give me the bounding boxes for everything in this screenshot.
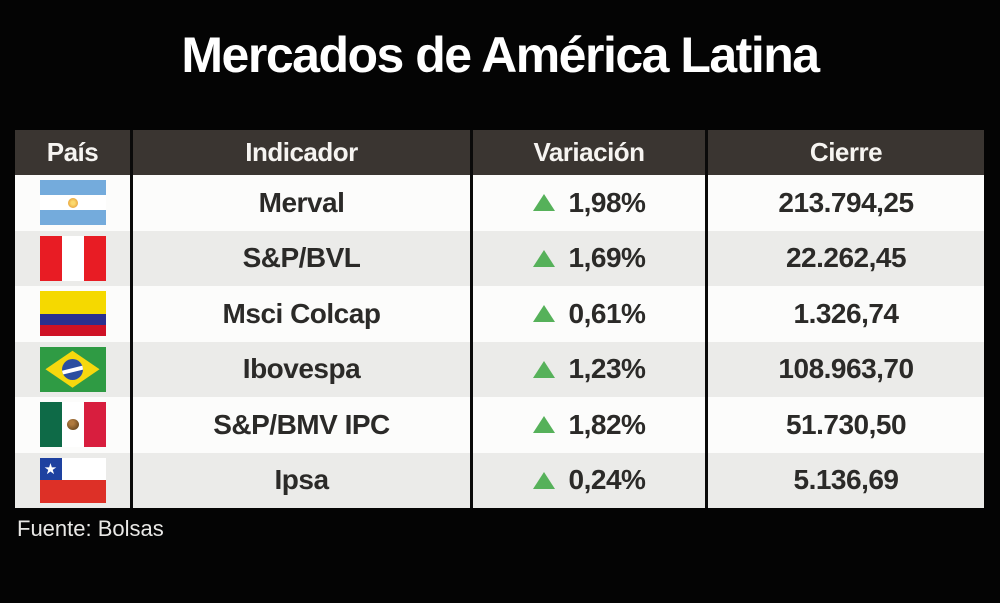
- country-cell: ★: [15, 453, 130, 509]
- indicator-cell: S&P/BMV IPC: [130, 397, 470, 453]
- up-arrow-icon: [532, 249, 555, 267]
- table-row: Msci Colcap 0,61% 1.326,74: [15, 286, 984, 342]
- table-header-row: País Indicador Variación Cierre: [15, 130, 984, 175]
- variation-value: 1,23%: [568, 353, 646, 385]
- table-row: ★ Ipsa 0,24% 5.136,69: [15, 452, 984, 509]
- indicator-cell: S&P/BVL: [130, 230, 470, 286]
- up-arrow-icon: [532, 416, 555, 434]
- table-row: S&P/BVL 1,69% 22.262,45: [15, 230, 984, 287]
- colombia-flag-icon: [39, 291, 106, 337]
- star-icon: ★: [43, 460, 58, 478]
- source-note: Fuente: Bolsas: [17, 516, 164, 541]
- mexico-flag-icon: [39, 402, 106, 448]
- close-cell: 51.730,50: [705, 397, 984, 453]
- variation-value: 1,98%: [568, 186, 646, 218]
- variation-cell: 0,24%: [470, 452, 705, 508]
- indicator-cell: Merval: [130, 175, 470, 231]
- variation-value: 0,61%: [568, 297, 646, 329]
- page-title: Mercados de América Latina: [181, 27, 820, 83]
- indicator-cell: Ibovespa: [130, 341, 470, 397]
- table-row: Merval 1,98% 213.794,25: [15, 175, 984, 231]
- peru-flag-icon: [39, 235, 106, 281]
- country-cell: [15, 231, 130, 287]
- close-cell: 108.963,70: [705, 341, 984, 397]
- close-cell: 22.262,45: [705, 230, 984, 286]
- indicator-cell: Ipsa: [130, 452, 470, 508]
- country-cell: [15, 286, 130, 342]
- sun-of-may-icon: [67, 197, 78, 208]
- argentina-flag-icon: [39, 180, 106, 226]
- table-row: Ibovespa 1,23% 108.963,70: [15, 341, 984, 398]
- variation-cell: 1,98%: [470, 175, 705, 231]
- markets-table: País Indicador Variación Cierre Merval 1…: [15, 130, 984, 508]
- chile-flag-icon: ★: [39, 457, 106, 503]
- indicator-cell: Msci Colcap: [130, 286, 470, 342]
- up-arrow-icon: [532, 360, 555, 378]
- variation-value: 1,82%: [568, 408, 646, 440]
- header-cell-indicador: Indicador: [130, 130, 470, 175]
- close-cell: 1.326,74: [705, 286, 984, 342]
- country-cell: [15, 397, 130, 453]
- variation-cell: 1,82%: [470, 397, 705, 453]
- up-arrow-icon: [532, 471, 555, 489]
- variation-cell: 0,61%: [470, 286, 705, 342]
- header-cell-cierre: Cierre: [705, 130, 984, 175]
- variation-cell: 1,23%: [470, 341, 705, 397]
- close-cell: 213.794,25: [705, 175, 984, 231]
- variation-value: 0,24%: [568, 464, 646, 496]
- brazil-flag-icon: [39, 346, 106, 392]
- variation-value: 1,69%: [568, 242, 646, 274]
- close-cell: 5.136,69: [705, 452, 984, 508]
- table-row: S&P/BMV IPC 1,82% 51.730,50: [15, 397, 984, 453]
- up-arrow-icon: [532, 194, 555, 212]
- country-cell: [15, 175, 130, 231]
- up-arrow-icon: [532, 305, 555, 323]
- header-cell-variacion: Variación: [470, 130, 705, 175]
- eagle-emblem-icon: [66, 419, 79, 431]
- variation-cell: 1,69%: [470, 230, 705, 286]
- header-cell-pais: País: [46, 137, 99, 167]
- country-cell: [15, 342, 130, 398]
